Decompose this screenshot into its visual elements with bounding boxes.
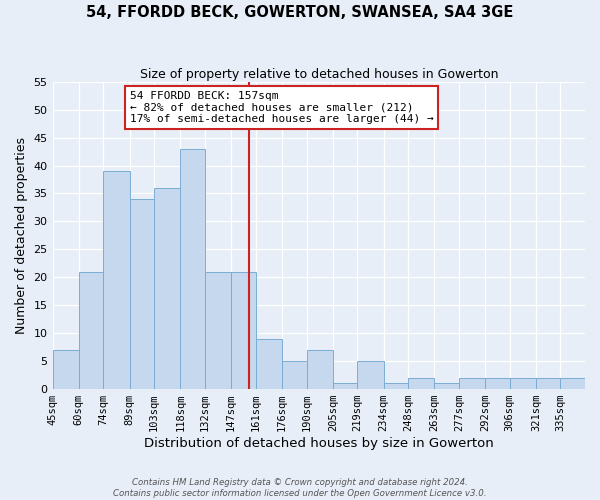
Bar xyxy=(79,272,103,389)
Bar xyxy=(333,384,358,389)
Bar xyxy=(408,378,434,389)
Title: Size of property relative to detached houses in Gowerton: Size of property relative to detached ho… xyxy=(140,68,498,80)
Bar xyxy=(181,148,205,389)
Text: Contains HM Land Registry data © Crown copyright and database right 2024.
Contai: Contains HM Land Registry data © Crown c… xyxy=(113,478,487,498)
Bar xyxy=(256,339,282,389)
Bar xyxy=(434,384,459,389)
Bar xyxy=(130,199,154,389)
Bar xyxy=(103,171,130,389)
Bar xyxy=(307,350,333,389)
Y-axis label: Number of detached properties: Number of detached properties xyxy=(15,137,28,334)
Bar xyxy=(383,384,408,389)
Bar xyxy=(536,378,560,389)
Bar xyxy=(358,361,383,389)
Bar xyxy=(231,272,256,389)
Bar xyxy=(485,378,509,389)
Bar xyxy=(560,378,585,389)
Bar xyxy=(459,378,485,389)
Text: 54, FFORDD BECK, GOWERTON, SWANSEA, SA4 3GE: 54, FFORDD BECK, GOWERTON, SWANSEA, SA4 … xyxy=(86,5,514,20)
Bar xyxy=(509,378,536,389)
Bar xyxy=(282,361,307,389)
Bar xyxy=(53,350,79,389)
Text: 54 FFORDD BECK: 157sqm
← 82% of detached houses are smaller (212)
17% of semi-de: 54 FFORDD BECK: 157sqm ← 82% of detached… xyxy=(130,91,433,124)
Bar xyxy=(154,188,181,389)
Bar xyxy=(205,272,231,389)
X-axis label: Distribution of detached houses by size in Gowerton: Distribution of detached houses by size … xyxy=(144,437,494,450)
